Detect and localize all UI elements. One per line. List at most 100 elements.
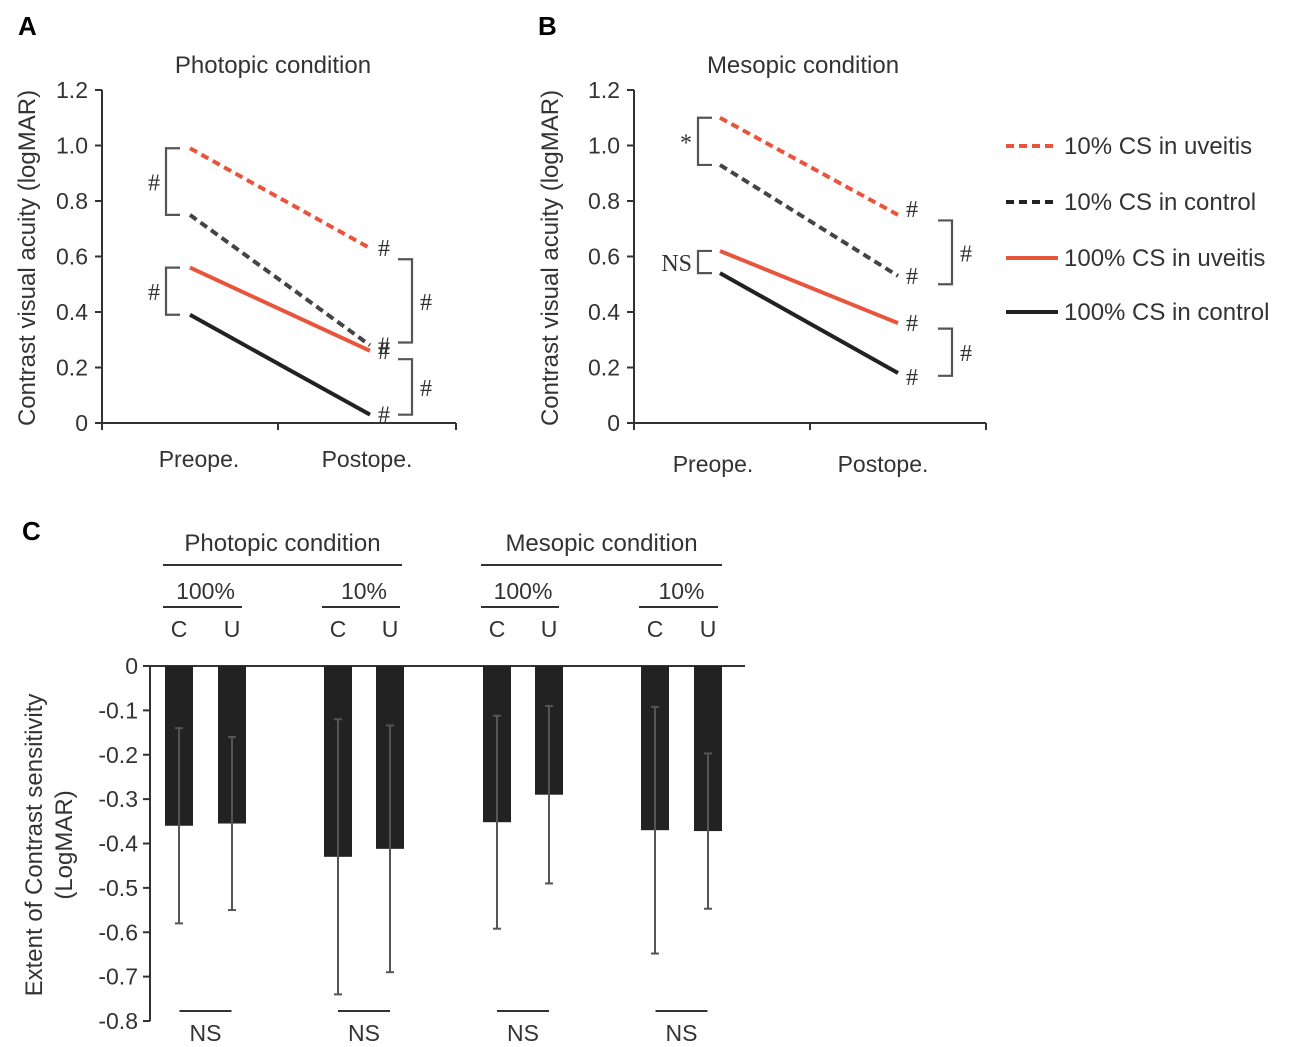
panel-b-right-bracket-label: # [960,241,972,267]
panel-a-y-tick-label: 0.6 [56,244,88,270]
panel-b-y-tick-label: 0.2 [588,355,620,381]
panel-c-condition-label: Photopic condition [184,530,380,557]
panel-c-contrast-label: 100% [494,578,553,604]
panel-c-significance-label: NS [190,1020,222,1046]
panel-b-left-bracket [696,249,712,275]
panel-a-annotations: ######## [148,147,432,429]
panel-a-right-bracket-label: # [420,290,432,316]
panel-c-contrast-label: 100% [176,578,235,604]
panel-c-y-tick-label: -0.8 [98,1008,138,1034]
panel-a-left-bracket [164,147,180,216]
panel-c-y-tick-label: -0.2 [98,742,138,768]
panel-letter-b: B [538,11,557,41]
panel-b-y-tick-label: 0 [607,410,620,436]
panel-c-group-letter: C [489,616,506,642]
panel-a-left-bracket-label: # [148,171,160,197]
legend-label: 100% CS in control [1064,299,1269,326]
panel-c-y-tick-label: -0.6 [98,919,138,945]
panel-b: B Mesopic condition Contrast visual acui… [537,11,987,477]
panel-a-x-tick-label: Postope. [322,446,413,472]
panel-letter-c: C [22,516,41,546]
panel-c-contrast-label: 10% [658,578,704,604]
panel-b-series-line [719,249,899,325]
panel-c-significance: NS NS NS NS [179,1010,708,1046]
panel-b-y-tick-label: 1.0 [588,133,620,159]
panel-a-x-tick-label: Preope. [159,446,240,472]
panel-b-right-bracket [938,327,954,377]
legend-label: 10% CS in control [1064,189,1256,216]
panel-b-series-line [719,115,899,217]
panel-b-x-tick-label: Preope. [673,451,754,477]
panel-a-left-bracket [164,266,180,316]
panel-a-y-tick-label: 0.2 [56,355,88,381]
panel-b-y-tick-label: 0.8 [588,188,620,214]
panel-a-series-line [189,265,371,353]
panel-a-end-mark: # [378,339,390,365]
legend-label: 10% CS in uveitis [1064,133,1252,160]
panel-b-end-mark: # [906,264,918,290]
panel-a-series-line [189,146,371,250]
panel-c-significance-label: NS [348,1020,380,1046]
panel-c-group-letter: C [647,616,664,642]
panel-c-significance-label: NS [666,1020,698,1046]
panel-a-y-tick-label: 0.8 [56,188,88,214]
panel-b-annotations: * NS # # # # # # [661,116,972,391]
panel-a: A Photopic condition Contrast visual acu… [14,11,457,472]
panel-a-series-line [189,313,371,417]
panel-a-end-mark: # [378,333,390,359]
panel-a-end-mark: # [378,403,390,429]
panel-a-y-tick-label: 0.4 [56,299,88,325]
panel-c-y-tick-label: -0.3 [98,786,138,812]
panel-c-y-tick-label: -0.4 [98,831,138,857]
panel-b-end-mark: # [906,365,918,391]
panel-c-contrast-label: 10% [341,578,387,604]
panel-a-title: Photopic condition [175,52,371,79]
panel-c-group-letter: U [541,616,558,642]
panel-a-series-line [188,213,372,347]
panel-b-series-line [719,271,899,375]
panel-b-right-bracket-label: # [960,341,972,367]
panel-c-axes: 0 -0.1 -0.2 -0.3 -0.4 -0.5 -0.6 -0.7 -0.8 [98,653,745,1034]
panel-a-y-axis-label: Contrast visual acuity (logMAR) [14,90,41,426]
panel-c-y-axis-label-line1: Extent of Contrast sensitivity [21,694,48,997]
panel-b-title: Mesopic condition [707,52,899,79]
panel-c-y-tick-label: 0 [125,653,138,679]
panel-c-y-axis-label-line2: (LogMAR) [51,790,78,899]
panel-c-group-letter: C [171,616,188,642]
panel-b-x-tick-label: Postope. [838,451,929,477]
panel-letter-a: A [18,11,37,41]
panel-b-end-mark: # [906,197,918,223]
panel-b-left-bracket [696,116,712,167]
panel-b-y-tick-label: 0.6 [588,244,620,270]
panel-c-header: C U C U C U C U 100% 10% 100% 10% Photopic condition… [163,530,722,642]
panel-a-right-bracket [398,258,414,344]
panel-c-bars [165,666,722,996]
panel-c: C Extent of Contrast sensitivity (LogMAR… [21,516,745,1046]
panel-b-lines [718,115,900,375]
legend: 10% CS in uveitis 10% CS in control 100% C… [1006,133,1269,326]
panel-b-y-tick-label: 1.2 [588,77,620,103]
panel-c-y-tick-label: -0.5 [98,875,138,901]
panel-b-y-tick-label: 0.4 [588,299,620,325]
panel-c-group-letter: U [700,616,717,642]
panel-c-y-tick-label: -0.7 [98,964,138,990]
panel-b-end-mark: # [906,311,918,337]
panel-c-group-letter: C [330,616,347,642]
panel-a-end-mark: # [378,236,390,262]
legend-label: 100% CS in uveitis [1064,245,1265,272]
panel-a-y-tick-label: 1.0 [56,133,88,159]
panel-a-y-tick-label: 1.2 [56,77,88,103]
panel-c-group-letter: U [224,616,241,642]
panel-a-left-bracket-label: # [148,280,160,306]
panel-a-right-bracket-label: # [420,376,432,402]
panel-b-axes: 0 0.2 0.4 0.6 0.8 1.0 1.2 Preope. Postope. [588,77,987,477]
panel-a-right-bracket [398,358,414,416]
panel-b-left-bracket-label: * [680,130,692,156]
panel-a-lines [188,146,372,417]
panel-c-y-tick-label: -0.1 [98,697,138,723]
panel-b-left-bracket-label: NS [661,251,692,277]
panel-a-axes: 0 0.2 0.4 0.6 0.8 1.0 1.2 Preope. Postope. [56,77,457,472]
panel-c-group-letter: U [382,616,399,642]
panel-c-condition-label: Mesopic condition [505,530,697,557]
